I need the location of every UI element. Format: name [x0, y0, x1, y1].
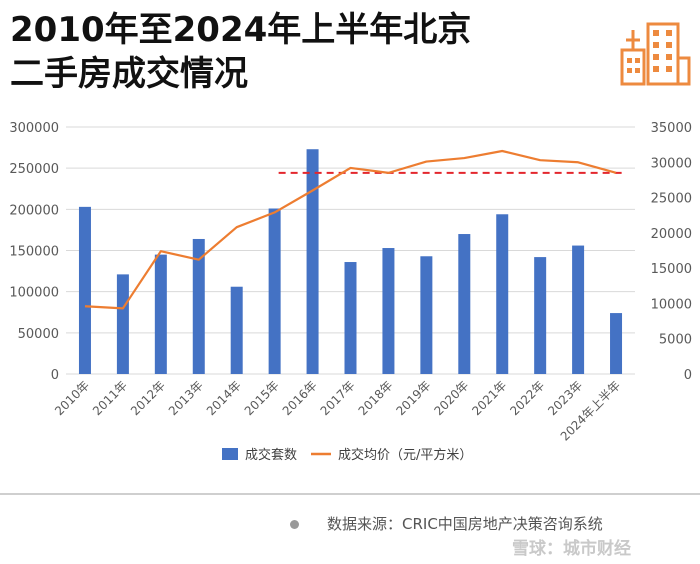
bar: [306, 149, 319, 374]
y-right-tick-label: 25000: [651, 192, 692, 207]
bar: [116, 274, 129, 374]
x-tick-label: 2014年: [204, 378, 244, 418]
y-left-tick-label: 200000: [9, 203, 59, 218]
legend-label-line: 成交均价（元/平方米）: [338, 447, 472, 463]
bar: [572, 245, 585, 374]
footer-divider: [0, 493, 700, 495]
legend-label-bars: 成交套数: [245, 447, 297, 463]
x-tick-label: 2013年: [166, 378, 206, 418]
y-left-tick-label: 150000: [9, 245, 59, 260]
bar: [230, 286, 243, 374]
y-right-tick-label: 35000: [651, 121, 692, 136]
x-tick-label: 2022年: [507, 378, 547, 418]
data-source-text: 数据来源：CRIC中国房地产决策咨询系统: [327, 515, 603, 533]
series-line: [84, 149, 617, 310]
chart-title-line-1: 2010年至2024年上半年北京: [10, 10, 472, 50]
bar: [344, 262, 357, 374]
x-tick-label: 2019年: [394, 378, 434, 418]
watermark: 雪球：城市财经: [512, 539, 631, 559]
bar: [268, 208, 281, 374]
y-right-tick-label: 5000: [659, 333, 692, 348]
x-tick-label: 2017年: [318, 378, 358, 418]
y-left-tick-label: 250000: [9, 162, 59, 177]
bar: [458, 234, 471, 374]
x-tick-label: 2018年: [356, 378, 396, 418]
x-tick-label: 2010年: [52, 378, 92, 418]
bar: [154, 254, 167, 374]
bar: [78, 206, 91, 374]
x-tick-label: 2011年: [90, 378, 130, 418]
y-left-tick-label: 50000: [18, 327, 59, 342]
y-right-tick-label: 10000: [651, 297, 692, 312]
x-tick-label: 2016年: [280, 378, 320, 418]
y-left-tick-label: 0: [51, 368, 59, 383]
bullet-dot: [290, 520, 299, 529]
data-source: 数据来源：CRIC中国房地产决策咨询系统: [290, 513, 603, 534]
combo-chart: 0 50000 100000 150000 200000 250000 300000 0 500…: [9, 121, 692, 463]
bar: [192, 238, 205, 374]
x-tick-label: 2021年: [469, 378, 509, 418]
y-right-tick-label: 20000: [651, 227, 692, 242]
bar: [496, 214, 509, 374]
y-left-tick-label: 300000: [9, 121, 59, 136]
y-right-tick-label: 0: [684, 368, 692, 383]
y-right-tick-label: 15000: [651, 262, 692, 277]
x-tick-label: 2012年: [128, 378, 168, 418]
legend-swatch-bars: [222, 448, 238, 460]
x-tick-label: 2020年: [431, 378, 471, 418]
bar: [382, 248, 395, 374]
y-right-tick-label: 30000: [651, 156, 692, 171]
bar: [534, 257, 547, 374]
building-icon: [620, 22, 691, 86]
bar: [610, 313, 623, 374]
chart-title-line-2: 二手房成交情况: [10, 54, 248, 94]
x-tick-label: 2015年: [242, 378, 282, 418]
y-left-tick-label: 100000: [9, 286, 59, 301]
bar: [420, 256, 433, 374]
